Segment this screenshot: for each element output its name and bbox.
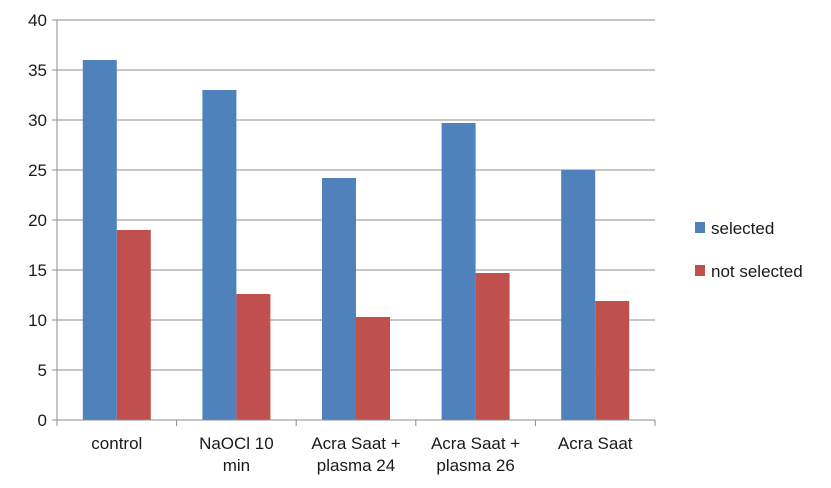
bar-not-selected [236, 294, 271, 420]
bar-not-selected [116, 230, 151, 420]
legend: selected not selected [695, 219, 803, 281]
bar-selected [202, 90, 237, 420]
bar-selected [82, 60, 117, 420]
x-category-label: Acra Saat + plasma 26 [431, 434, 520, 475]
legend-label: selected [711, 219, 774, 238]
bar-selected [561, 170, 596, 420]
y-tick-label: 40 [28, 11, 47, 30]
bar-not-selected [475, 273, 510, 420]
bar-selected [322, 178, 356, 420]
axes [52, 19, 656, 426]
y-tick-label: 20 [28, 211, 47, 230]
bar-selected [441, 123, 476, 420]
legend-label: not selected [711, 262, 803, 281]
bar-not-selected [356, 317, 390, 420]
y-tick-label: 35 [28, 61, 47, 80]
y-tick-label: 10 [28, 311, 47, 330]
x-category-label: NaOCl 10 min [199, 434, 274, 475]
x-category-label: Acra Saat + plasma 24 [311, 434, 400, 475]
y-tick-label: 30 [28, 111, 47, 130]
y-axis-tick-labels: 0 5 10 15 20 25 30 35 40 [28, 11, 47, 430]
bars [82, 60, 630, 420]
legend-swatch [695, 222, 705, 233]
y-tick-label: 0 [38, 411, 47, 430]
y-tick-label: 25 [28, 161, 47, 180]
x-category-label: control [91, 434, 142, 453]
y-tick-label: 5 [38, 361, 47, 380]
bar-not-selected [595, 301, 630, 420]
x-axis-category-labels: control NaOCl 10 min Acra Saat + plasma 24 Ac… [91, 434, 633, 475]
y-tick-label: 15 [28, 261, 47, 280]
legend-swatch [695, 265, 705, 276]
x-category-label: Acra Saat [558, 434, 633, 453]
